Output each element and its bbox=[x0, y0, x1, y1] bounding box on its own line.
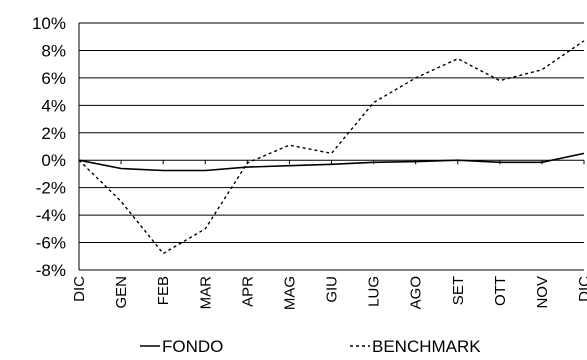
series-line-benchmark bbox=[78, 40, 585, 255]
y-axis-ticks: 10% 8% 6% 4% 2% 0% -2% -4% -6% -8% bbox=[32, 14, 66, 280]
x-tick-label: DIC bbox=[576, 276, 587, 302]
x-tick-label: SET bbox=[450, 276, 467, 305]
x-tick-label: GEN bbox=[113, 276, 130, 309]
y-tick-label: 8% bbox=[41, 41, 66, 60]
x-tick-label: MAG bbox=[281, 276, 298, 310]
y-tick-label: -4% bbox=[36, 206, 66, 225]
x-tick-label: FEB bbox=[155, 276, 172, 305]
x-tick-label: DIC bbox=[71, 276, 88, 302]
y-tick-label: 2% bbox=[41, 124, 66, 143]
y-tick-label: 0% bbox=[41, 151, 66, 170]
x-tick-label: NOV bbox=[534, 276, 551, 309]
gridlines bbox=[79, 22, 584, 271]
x-tick-label: LUG bbox=[366, 276, 383, 307]
legend-label-fondo: FONDO bbox=[162, 337, 223, 356]
y-tick-label: 10% bbox=[32, 14, 66, 33]
legend-label-benchmark: BENCHMARK bbox=[372, 337, 481, 356]
series-lines bbox=[78, 40, 585, 255]
y-tick-label: -2% bbox=[36, 179, 66, 198]
x-tick-label: AGO bbox=[408, 276, 425, 309]
x-tick-label: MAR bbox=[197, 276, 214, 310]
y-tick-label: -6% bbox=[36, 234, 66, 253]
series-line-fondo bbox=[78, 152, 585, 172]
x-tick-label: GIU bbox=[324, 276, 341, 303]
y-tick-label: 4% bbox=[41, 96, 66, 115]
axes bbox=[78, 23, 584, 270]
legend: FONDO BENCHMARK bbox=[140, 337, 481, 356]
x-tick-label: OTT bbox=[492, 276, 509, 306]
x-tick-label: APR bbox=[239, 276, 256, 307]
y-tick-label: -8% bbox=[36, 261, 66, 280]
x-axis-ticks: DIC GEN FEB MAR APR MAG GIU LUG AGO SET OTT NOV DIC bbox=[71, 160, 587, 310]
y-tick-label: 6% bbox=[41, 69, 66, 88]
